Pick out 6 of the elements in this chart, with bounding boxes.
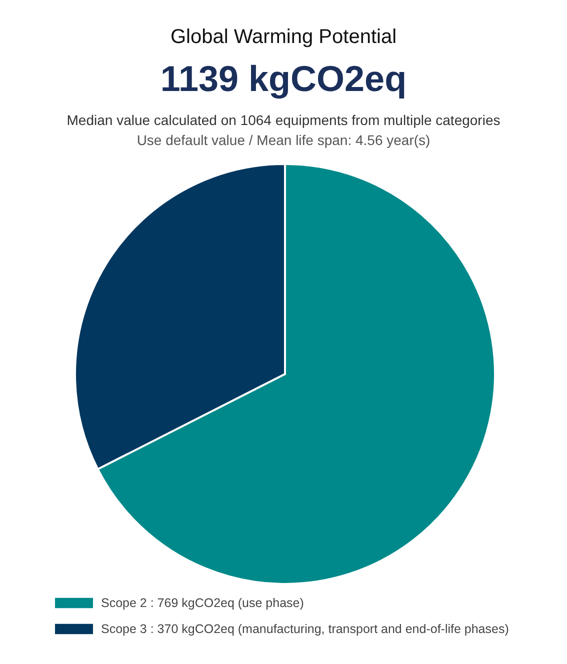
legend-label: Scope 3 : 370 kgCO2eq (manufacturing, transport and end-of-life phases) bbox=[101, 622, 509, 636]
chart-title: Global Warming Potential bbox=[170, 26, 397, 48]
legend-label: Scope 2 : 769 kgCO2eq (use phase) bbox=[101, 596, 304, 610]
text: Median value calculated on 1064 equipments from multiple categories bbox=[66, 112, 500, 128]
chart-subtitle: 1139 kgCO2eq bbox=[160, 58, 407, 99]
text: Use default value / Mean life span: 4.56 year(s) bbox=[136, 132, 430, 148]
